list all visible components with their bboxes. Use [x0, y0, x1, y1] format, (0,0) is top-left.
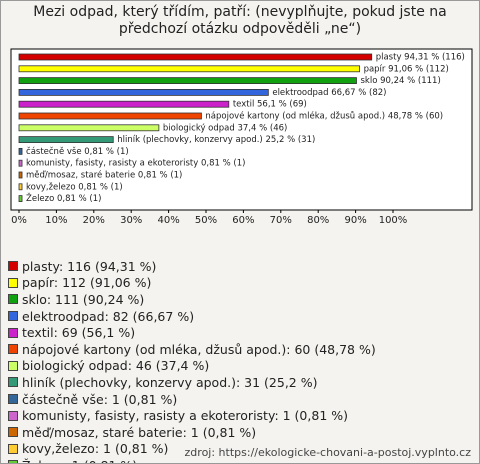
legend-swatch	[8, 277, 18, 288]
legend-swatch	[8, 460, 18, 463]
x-tick-label: 50%	[195, 215, 217, 226]
legend-item: komunisty, fasisty, rasisty a ekoteroris…	[8, 407, 376, 424]
legend-label: kovy,železo: 1 (0,81 %)	[22, 441, 169, 457]
bar	[18, 112, 202, 120]
legend-label: sklo: 111 (90,24 %)	[22, 291, 145, 307]
bar	[18, 195, 23, 203]
legend: plasty: 116 (94,31 %) papír: 112 (91,06 %…	[8, 258, 376, 463]
x-tick-label: 10%	[45, 215, 67, 226]
x-tick-label: 70%	[270, 215, 292, 226]
bar	[18, 53, 373, 61]
x-tick-label: 60%	[232, 215, 254, 226]
legend-label: částečně vše: 1 (0,81 %)	[22, 391, 178, 407]
legend-item: plasty: 116 (94,31 %)	[8, 258, 376, 275]
value-label: textil 56,1 % (69)	[233, 100, 307, 110]
legend-swatch	[8, 427, 18, 438]
bar	[18, 183, 23, 191]
legend-label: plasty: 116 (94,31 %)	[22, 258, 157, 274]
value-label: papír 91,06 % (112)	[364, 64, 449, 74]
bar	[18, 100, 230, 108]
x-tick-label: 90%	[344, 215, 366, 226]
legend-swatch	[8, 377, 18, 388]
legend-swatch	[8, 360, 18, 371]
legend-item: kovy,železo: 1 (0,81 %)	[8, 441, 376, 458]
bar	[18, 77, 357, 84]
bar	[18, 89, 269, 96]
value-label: Železo 0,81 % (1)	[26, 192, 101, 204]
legend-label: Železo: 1 (0,81 %)	[22, 458, 137, 463]
value-label: sklo 90,24 % (111)	[360, 76, 440, 86]
legend-item: biologický odpad: 46 (37,4 %)	[8, 358, 376, 375]
legend-item: papír: 112 (91,06 %)	[8, 275, 376, 292]
x-tick-label: 20%	[83, 215, 105, 226]
value-label: kovy,železo 0,81 % (1)	[26, 182, 123, 192]
value-label: nápojové kartony (od mléka, džusů apod.)…	[205, 111, 443, 122]
legend-item: částečně vše: 1 (0,81 %)	[8, 391, 376, 408]
legend-item: sklo: 111 (90,24 %)	[8, 291, 376, 308]
legend-swatch	[8, 410, 18, 421]
chart-title: Mezi odpad, který třídím, patří: (nevypl…	[33, 4, 447, 37]
value-label: částečně vše 0,81 % (1)	[26, 146, 129, 157]
legend-swatch	[8, 311, 18, 322]
legend-item: hliník (plechovky, konzervy apod.): 31 (…	[8, 374, 376, 391]
bar	[18, 136, 114, 144]
bar	[18, 65, 360, 73]
legend-label: hliník (plechovky, konzervy apod.): 31 (…	[22, 374, 318, 390]
value-label: elektroodpad 66,67 % (82)	[272, 88, 386, 98]
legend-label: měď/mosaz, staré baterie: 1 (0,81 %)	[22, 424, 257, 440]
source: zdroj: https://ekologicke-chovani-a-post…	[184, 446, 471, 459]
legend-swatch	[8, 327, 18, 338]
value-label: měď/mosaz, staré baterie 0,81 % (1)	[26, 170, 182, 181]
legend-swatch	[8, 344, 18, 355]
legend-item: textil: 69 (56,1 %)	[8, 324, 376, 341]
x-tick-label: 100%	[379, 215, 408, 226]
value-label: hliník (plechovky, konzervy apod.) 25,2 …	[117, 135, 315, 145]
legend-label: nápojové kartony (od mléka, džusů apod.)…	[22, 341, 376, 357]
legend-item: elektroodpad: 82 (66,67 %)	[8, 308, 376, 325]
legend-item: Železo: 1 (0,81 %)	[8, 457, 376, 463]
legend-item: nápojové kartony (od mléka, džusů apod.)…	[8, 341, 376, 358]
legend-item: měď/mosaz, staré baterie: 1 (0,81 %)	[8, 424, 376, 441]
x-tick-label: 80%	[307, 215, 329, 226]
legend-label: komunisty, fasisty, rasisty a ekoteroris…	[22, 408, 348, 424]
bar	[18, 147, 23, 155]
legend-label: papír: 112 (91,06 %)	[22, 275, 152, 291]
x-tick-label: 30%	[120, 215, 142, 226]
x-tick-label: 0%	[11, 215, 27, 226]
legend-swatch	[8, 261, 18, 272]
bar	[18, 159, 23, 167]
legend-label: elektroodpad: 82 (66,67 %)	[22, 308, 195, 324]
legend-swatch	[8, 443, 18, 454]
value-label: biologický odpad 37,4 % (46)	[163, 123, 287, 133]
legend-label: textil: 69 (56,1 %)	[22, 325, 136, 341]
x-tick-label: 40%	[157, 215, 179, 226]
legend-swatch	[8, 394, 18, 405]
chart: 0% 10% 20% 30% 40% 50% 60% 70% 80% 90% 100% plasty …	[10, 48, 473, 226]
value-label: plasty 94,31 % (116)	[376, 53, 465, 63]
bar	[18, 124, 160, 132]
legend-label: biologický odpad: 46 (37,4 %)	[22, 358, 210, 374]
value-label: komunisty, fasisty, rasisty a ekoteroris…	[26, 159, 245, 169]
legend-swatch	[8, 294, 18, 305]
bar	[18, 171, 23, 179]
